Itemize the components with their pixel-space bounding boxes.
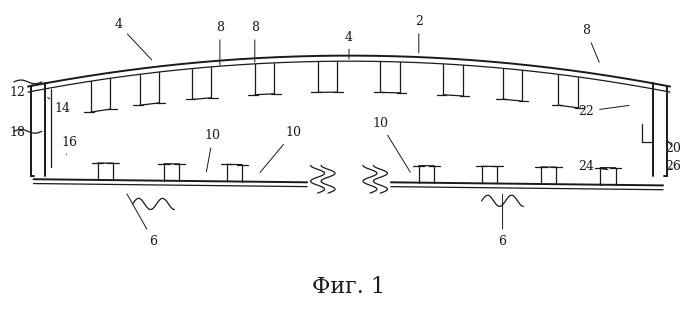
Text: 16: 16 [62, 136, 77, 154]
Text: 18: 18 [10, 126, 31, 142]
Text: 4: 4 [114, 18, 151, 60]
Text: Фиг. 1: Фиг. 1 [313, 276, 385, 298]
Text: 14: 14 [47, 97, 70, 115]
Text: 26: 26 [666, 160, 681, 173]
Text: 6: 6 [498, 194, 507, 248]
Text: 8: 8 [251, 21, 259, 62]
Text: 10: 10 [373, 117, 410, 172]
Text: 22: 22 [579, 105, 629, 118]
Text: 10: 10 [260, 126, 301, 172]
Text: 8: 8 [216, 21, 224, 65]
Text: 20: 20 [666, 141, 681, 155]
Text: 10: 10 [205, 129, 221, 172]
Text: 6: 6 [127, 194, 158, 248]
Text: 12: 12 [10, 85, 32, 99]
Text: 24: 24 [579, 160, 608, 173]
Text: 8: 8 [582, 24, 599, 62]
Text: 2: 2 [415, 15, 423, 53]
Text: 4: 4 [345, 31, 353, 59]
